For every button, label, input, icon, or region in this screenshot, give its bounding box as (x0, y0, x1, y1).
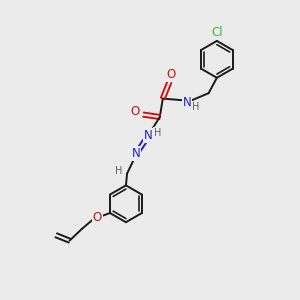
Text: N: N (183, 96, 191, 109)
Text: O: O (93, 211, 102, 224)
Text: H: H (115, 166, 122, 176)
Text: N: N (132, 147, 140, 160)
Text: O: O (167, 68, 176, 81)
Text: H: H (154, 128, 161, 138)
Text: N: N (144, 129, 153, 142)
Text: H: H (192, 102, 199, 112)
Text: O: O (131, 105, 140, 118)
Text: Cl: Cl (211, 26, 223, 39)
